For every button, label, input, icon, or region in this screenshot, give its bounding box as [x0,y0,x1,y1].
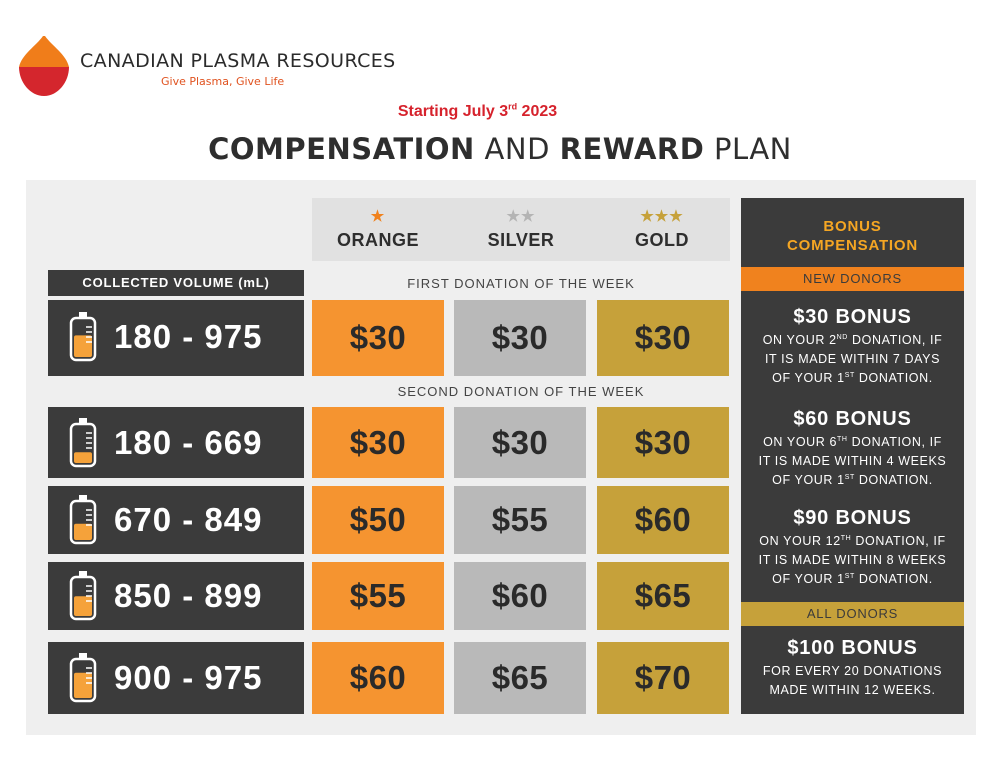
price-silver: $65 [454,642,586,714]
plasma-drop-icon [19,36,69,96]
tier-silver: ★★ SILVER [461,208,581,251]
bonus-title: BONUS COMPENSATION [787,218,918,254]
price-gold: $65 [597,562,729,630]
price-silver: $55 [454,486,586,554]
star-icon: ★★ [506,208,536,225]
bonus-description: ON YOUR 6TH DONATION, IF IT IS MADE WITH… [758,435,947,487]
tier-name: ORANGE [336,230,419,250]
volume-text: 670 - 849 [114,501,263,538]
bonus-heading: $60 BONUS [793,408,912,430]
bonus-description: ON YOUR 2ND DONATION, IF IT IS MADE WITH… [762,333,943,385]
price-orange: $60 [312,642,444,714]
price-orange: $55 [312,562,444,630]
plasma-bag-icon [69,418,97,468]
first-donation-label: FIRST DONATION OF THE WEEK [407,276,635,291]
brand-name: CANADIAN PLASMA RESOURCES [80,50,396,72]
bonus-item: $60 BONUS ON YOUR 6TH DONATION, IF IT IS… [741,407,964,490]
volume-range: 850 - 899 [48,562,304,630]
new-donors-band: NEW DONORS [741,267,964,291]
volume-range: 180 - 669 [48,407,304,478]
brand-tagline: Give Plasma, Give Life [161,75,285,88]
tier-orange: ★ ORANGE [318,208,438,251]
tier-name: GOLD [635,230,689,250]
plasma-bag-icon [69,571,97,621]
bonus-heading: $90 BONUS [793,507,912,529]
price-silver: $60 [454,562,586,630]
bonus-compensation-panel: BONUS COMPENSATION NEW DONORS $30 BONUS … [741,198,964,714]
all-donors-band: ALL DONORS [741,602,964,626]
bonus-item: $90 BONUS ON YOUR 12TH DONATION, IF IT I… [741,506,964,589]
star-icon: ★★★ [640,208,684,225]
volume-range: 180 - 975 [48,300,304,376]
bonus-description: FOR EVERY 20 DONATIONS MADE WITHIN 12 WE… [762,664,943,697]
volume-text: 180 - 975 [114,318,263,355]
plasma-bag-icon [69,312,97,362]
price-gold: $30 [597,300,729,376]
volume-text: 180 - 669 [114,424,263,461]
bonus-heading: $30 BONUS [793,306,912,328]
volume-range: 670 - 849 [48,486,304,554]
tier-gold: ★★★ GOLD [602,208,722,251]
price-silver: $30 [454,407,586,478]
tier-header [312,198,730,261]
plasma-bag-icon [69,495,97,545]
collected-volume-header: COLLECTED VOLUME (mL) [48,270,304,296]
brand-logo [16,34,76,98]
tier-name: SILVER [487,230,555,250]
start-date: Starting July 3rd 2023 [397,101,558,120]
price-gold: $60 [597,486,729,554]
price-silver: $30 [454,300,586,376]
volume-text: 850 - 899 [114,577,263,614]
bonus-item: $100 BONUS FOR EVERY 20 DONATIONS MADE W… [741,636,964,700]
price-orange: $30 [312,300,444,376]
price-orange: $30 [312,407,444,478]
star-icon: ★ [370,208,386,225]
bonus-item: $30 BONUS ON YOUR 2ND DONATION, IF IT IS… [741,305,964,388]
bonus-heading: $100 BONUS [787,637,918,659]
price-gold: $30 [597,407,729,478]
price-orange: $50 [312,486,444,554]
price-gold: $70 [597,642,729,714]
volume-text: 900 - 975 [114,659,263,696]
bonus-description: ON YOUR 12TH DONATION, IF IT IS MADE WIT… [758,534,947,586]
plasma-bag-icon [69,653,97,703]
second-donation-label: SECOND DONATION OF THE WEEK [397,384,645,399]
page-title: COMPENSATION AND REWARD PLAN [208,132,792,166]
volume-range: 900 - 975 [48,642,304,714]
